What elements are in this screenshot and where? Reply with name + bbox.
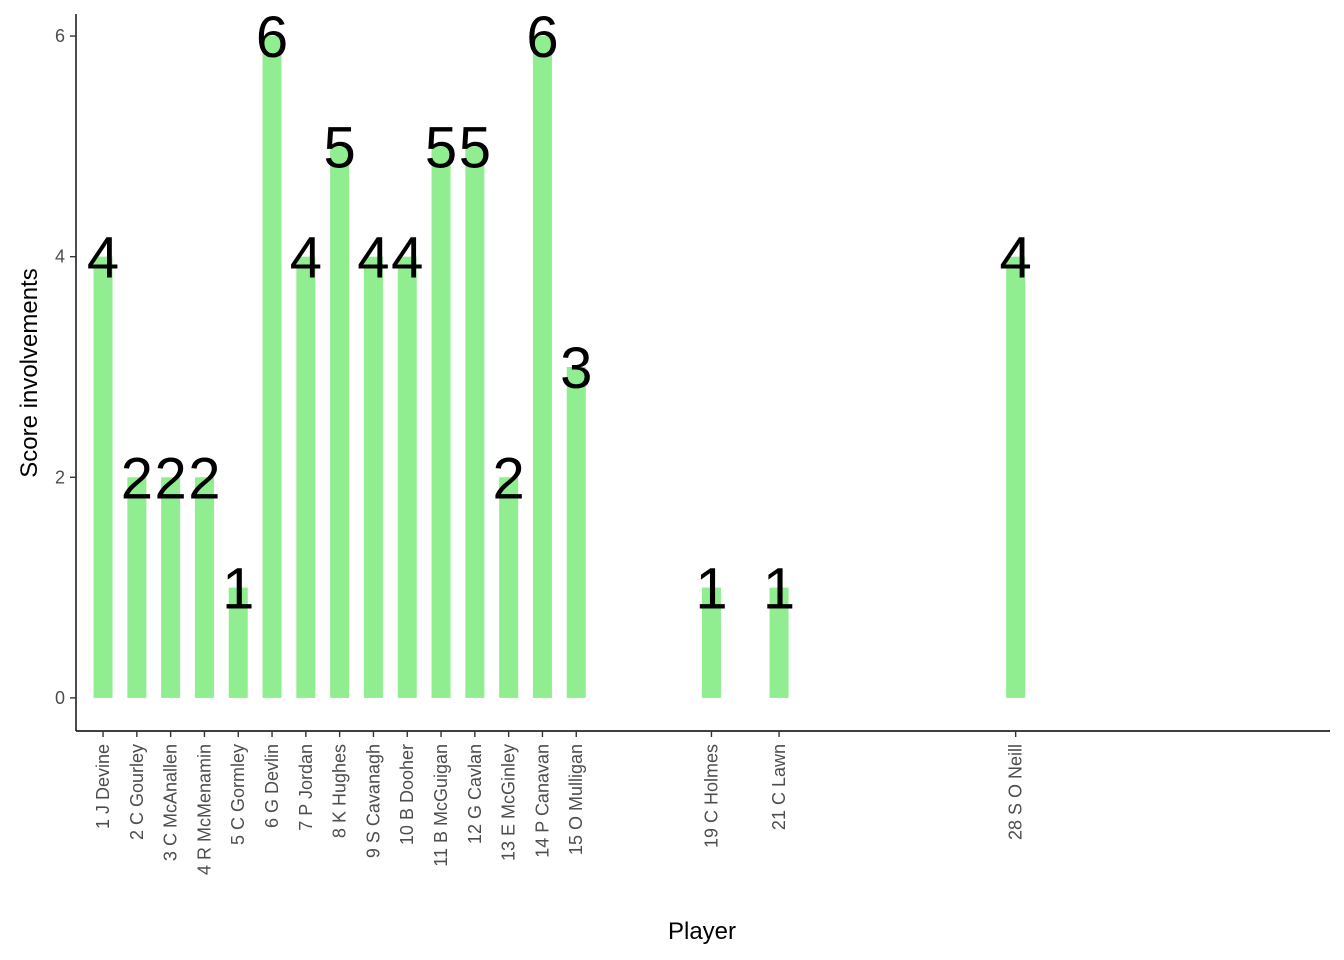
x-tick-label: 13 E McGinley (499, 744, 519, 861)
x-tick-label: 28 S O Neill (1006, 744, 1026, 840)
bar (769, 587, 789, 698)
x-tick-label: 11 B McGuigan (431, 744, 451, 867)
y-tick-label: 0 (55, 688, 65, 708)
x-tick-label: 3 C McAnallen (161, 744, 181, 861)
bar-value-label: 4 (1000, 226, 1032, 291)
y-axis: 0 2 4 6 (55, 14, 77, 731)
x-tick-label: 1 J Devine (93, 744, 113, 829)
x-tick-label: 9 S Cavanagh (363, 744, 383, 858)
bar-value-label: 4 (357, 226, 389, 291)
x-tick-label: 8 K Hughes (330, 744, 350, 838)
bar (127, 477, 147, 698)
bar (1006, 256, 1026, 698)
bar-value-label: 2 (121, 446, 153, 511)
x-tick-label: 21 C Lawn (769, 744, 789, 830)
bar-value-label: 5 (459, 115, 491, 180)
y-tick-label: 6 (55, 26, 65, 46)
bar (228, 587, 248, 698)
x-tick-label: 2 C Gourley (127, 744, 147, 840)
bar (532, 36, 552, 698)
bar (330, 146, 350, 698)
bar (431, 146, 451, 698)
x-tick-label: 15 O Mulligan (566, 744, 586, 855)
bar (397, 256, 417, 698)
x-tick-label: 5 C Gormley (228, 744, 248, 845)
bar (465, 146, 485, 698)
bar (499, 477, 519, 698)
bar (93, 256, 113, 698)
x-tick-label: 4 R McMenamin (194, 744, 214, 875)
bar (701, 587, 721, 698)
bar-value-label: 4 (290, 226, 322, 291)
bar (161, 477, 181, 698)
y-tick-label: 2 (55, 467, 65, 487)
x-axis-title: Player (668, 918, 736, 945)
bar (296, 256, 316, 698)
bar-value-label: 2 (155, 446, 187, 511)
x-tick-label: 19 C Holmes (701, 744, 721, 848)
y-tick-label: 4 (55, 247, 65, 267)
x-tick-label: 7 P Jordan (296, 744, 316, 831)
bar-value-label: 2 (493, 446, 525, 511)
x-tick-label: 6 G Devlin (262, 744, 282, 828)
bar-value-label: 1 (222, 557, 254, 622)
bar-value-label: 1 (695, 557, 727, 622)
x-axis: 1 J Devine 2 C Gourley 3 C McAnallen 4 R Mc… (76, 730, 1330, 875)
x-tick-label: 10 B Dooher (397, 744, 417, 845)
bar (194, 477, 214, 698)
bar-value-label: 5 (324, 115, 356, 180)
bar-value-label: 1 (763, 557, 795, 622)
y-axis-title: Score involvements (16, 268, 43, 477)
bar-value-label: 5 (425, 115, 457, 180)
bar-value-label: 4 (87, 226, 119, 291)
x-tick-label: 14 P Canavan (532, 744, 552, 858)
bar-value-label: 6 (526, 5, 558, 70)
bar (566, 366, 586, 698)
bar (363, 256, 383, 698)
bars (93, 36, 1026, 698)
bar-value-label: 6 (256, 5, 288, 70)
bar-value-label: 3 (560, 336, 592, 401)
x-tick-label: 12 G Cavlan (465, 744, 485, 844)
bar-value-label: 2 (188, 446, 220, 511)
bar (262, 36, 282, 698)
bar-value-label: 4 (391, 226, 423, 291)
